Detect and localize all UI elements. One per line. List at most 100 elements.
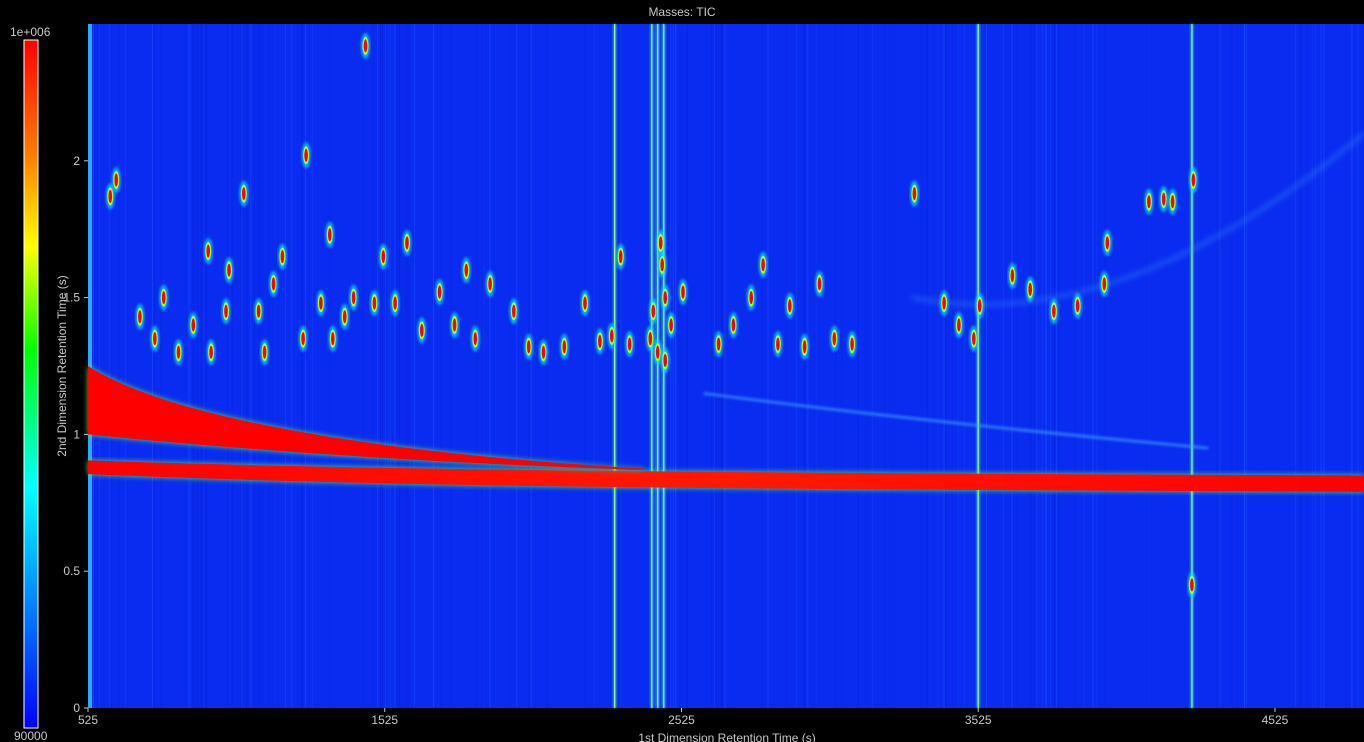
- peak[interactable]: [206, 244, 210, 258]
- peak[interactable]: [242, 187, 246, 201]
- peak[interactable]: [328, 228, 332, 242]
- peak[interactable]: [598, 334, 602, 348]
- peak[interactable]: [610, 329, 614, 343]
- peak[interactable]: [1028, 282, 1032, 296]
- peak[interactable]: [301, 332, 305, 346]
- peak[interactable]: [191, 318, 196, 332]
- noise-streak: [1049, 24, 1051, 708]
- noise-streak: [301, 24, 303, 708]
- peak[interactable]: [761, 258, 765, 272]
- peak[interactable]: [342, 310, 347, 324]
- peak[interactable]: [161, 291, 166, 305]
- peak[interactable]: [1075, 299, 1080, 313]
- peak[interactable]: [1190, 578, 1194, 592]
- peak[interactable]: [648, 332, 653, 346]
- peak[interactable]: [224, 304, 228, 318]
- noise-streak: [200, 24, 202, 708]
- peak[interactable]: [351, 291, 356, 305]
- peak[interactable]: [658, 236, 663, 250]
- peak[interactable]: [663, 291, 667, 305]
- peak[interactable]: [331, 332, 335, 346]
- peak[interactable]: [817, 277, 822, 291]
- peak[interactable]: [153, 332, 157, 346]
- peak[interactable]: [262, 345, 267, 359]
- noise-streak: [1011, 24, 1013, 708]
- peak[interactable]: [776, 337, 780, 351]
- peak[interactable]: [716, 337, 721, 351]
- noise-streak: [301, 24, 303, 708]
- peak[interactable]: [319, 296, 323, 310]
- peak[interactable]: [663, 354, 667, 367]
- noise-streak: [796, 24, 798, 708]
- peak[interactable]: [660, 258, 664, 272]
- peak[interactable]: [912, 187, 917, 201]
- peak[interactable]: [114, 173, 118, 187]
- peak[interactable]: [583, 296, 587, 310]
- peak[interactable]: [1147, 195, 1151, 209]
- peak[interactable]: [850, 337, 854, 351]
- noise-streak: [482, 24, 484, 708]
- peak[interactable]: [1191, 173, 1196, 187]
- noise-streak: [1345, 24, 1347, 708]
- peak[interactable]: [731, 318, 736, 332]
- peak[interactable]: [437, 285, 442, 299]
- peak[interactable]: [618, 250, 623, 264]
- peak[interactable]: [512, 304, 516, 318]
- peak[interactable]: [280, 250, 285, 264]
- peak[interactable]: [464, 263, 469, 277]
- noise-streak: [305, 24, 306, 708]
- noise-streak: [1323, 24, 1325, 708]
- peak[interactable]: [655, 345, 660, 359]
- noise-streak: [118, 24, 120, 708]
- peak[interactable]: [256, 304, 261, 318]
- peak[interactable]: [209, 345, 213, 359]
- peak[interactable]: [562, 340, 567, 354]
- noise-streak: [1028, 24, 1030, 708]
- noise-streak: [945, 24, 947, 708]
- peak[interactable]: [802, 340, 807, 354]
- peak[interactable]: [749, 291, 753, 305]
- noise-streak: [718, 24, 720, 708]
- noise-streak: [681, 24, 683, 708]
- peak[interactable]: [488, 277, 492, 291]
- peak[interactable]: [651, 304, 656, 318]
- peak[interactable]: [176, 345, 181, 359]
- noise-streak: [720, 24, 722, 708]
- peak[interactable]: [271, 277, 276, 291]
- peak[interactable]: [832, 332, 837, 346]
- peak[interactable]: [526, 340, 531, 354]
- peak[interactable]: [1010, 269, 1015, 283]
- peak[interactable]: [1102, 277, 1107, 291]
- peak[interactable]: [627, 337, 632, 351]
- peak[interactable]: [669, 318, 673, 332]
- peak[interactable]: [972, 332, 976, 346]
- peak[interactable]: [1052, 304, 1056, 318]
- peak[interactable]: [108, 189, 113, 203]
- noise-streak: [1055, 24, 1057, 708]
- peak[interactable]: [405, 236, 409, 250]
- peak[interactable]: [372, 296, 377, 310]
- noise-streak: [1246, 24, 1248, 708]
- noise-streak: [616, 24, 618, 708]
- peak[interactable]: [363, 39, 368, 53]
- peak[interactable]: [452, 318, 457, 332]
- peak[interactable]: [473, 332, 478, 346]
- peak[interactable]: [393, 296, 397, 310]
- peak[interactable]: [788, 299, 792, 313]
- noise-streak: [1221, 24, 1223, 708]
- peak[interactable]: [957, 318, 961, 332]
- peak[interactable]: [227, 263, 231, 277]
- plot-area[interactable]: [88, 24, 1364, 708]
- peak[interactable]: [681, 285, 685, 299]
- peak[interactable]: [138, 310, 142, 324]
- peak[interactable]: [541, 345, 546, 359]
- peak[interactable]: [1170, 195, 1175, 209]
- peak[interactable]: [381, 250, 386, 264]
- peak[interactable]: [420, 323, 424, 337]
- peak[interactable]: [304, 148, 308, 162]
- peak[interactable]: [1161, 192, 1166, 206]
- peak[interactable]: [942, 296, 946, 310]
- peak[interactable]: [1105, 236, 1110, 250]
- noise-streak: [206, 24, 208, 708]
- peak[interactable]: [977, 299, 982, 313]
